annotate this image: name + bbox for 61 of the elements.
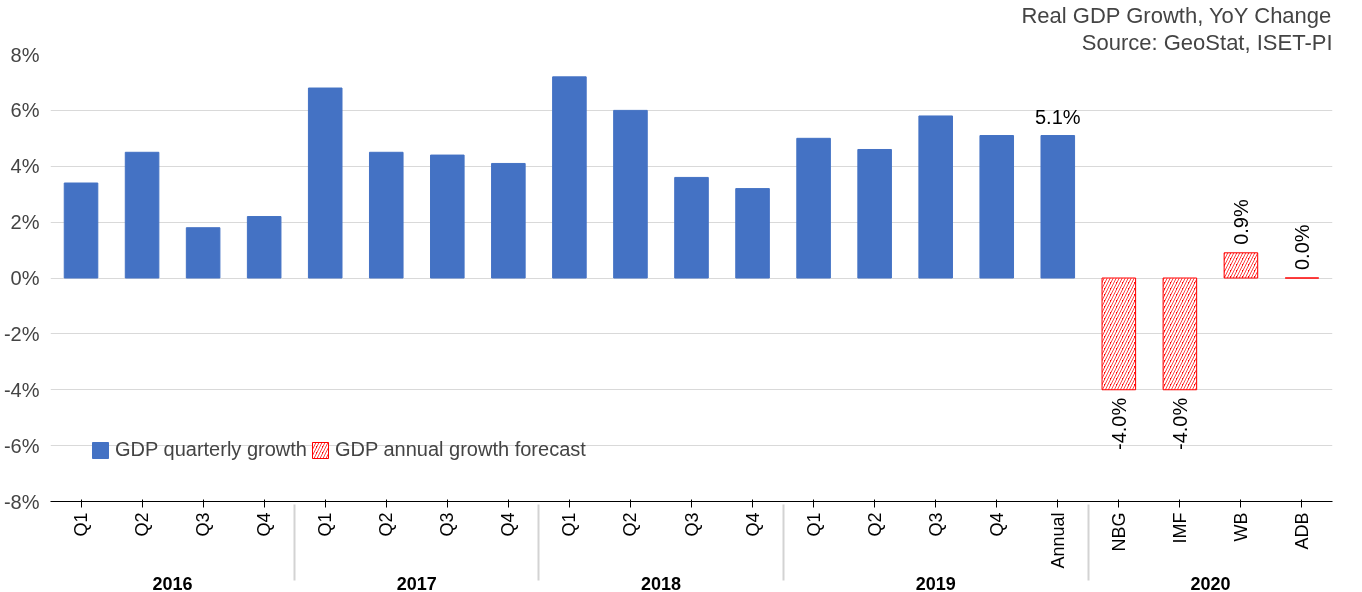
- category-label: Q2: [620, 512, 641, 537]
- category-label: Q2: [132, 512, 153, 537]
- bar: [307, 87, 343, 279]
- category-label: Q1: [803, 512, 824, 537]
- category-label: Q1: [559, 512, 580, 537]
- y-tick-label: 4%: [10, 155, 40, 178]
- y-tick-label: 8%: [10, 43, 40, 66]
- category-label: Q2: [376, 512, 397, 537]
- category-label: ADB: [1291, 512, 1312, 550]
- category-label: Q3: [925, 512, 946, 537]
- data-label: -4.0%: [1107, 397, 1130, 450]
- bar: [613, 109, 648, 279]
- bar: [796, 137, 831, 279]
- y-tick-label: -8%: [3, 490, 40, 513]
- category-label: Annual: [1047, 512, 1068, 569]
- category-label: Q3: [193, 512, 214, 537]
- source-note: Source: GeoStat, ISET-PI: [1081, 29, 1333, 55]
- bar: [185, 227, 221, 279]
- category-label: Q4: [254, 512, 275, 537]
- bar: [124, 151, 160, 279]
- bar: [979, 135, 1015, 279]
- category-label: 2020: [1190, 573, 1231, 592]
- category-label: WB: [1230, 512, 1251, 542]
- bar: [674, 176, 709, 279]
- bar: [368, 151, 404, 279]
- y-tick-label: 0%: [10, 267, 40, 289]
- y-tick-label: -6%: [3, 434, 40, 457]
- bar: [552, 76, 587, 279]
- bar: [430, 154, 465, 279]
- y-tick-label: -2%: [3, 322, 40, 345]
- y-tick-label: -4%: [3, 378, 40, 401]
- category-label: Q1: [315, 512, 336, 537]
- category-label: Q1: [71, 512, 92, 537]
- data-label: 0.9%: [1229, 199, 1252, 245]
- bar: [246, 216, 282, 279]
- category-label: Q4: [986, 512, 1007, 537]
- category-label: Q3: [437, 512, 458, 537]
- legend-label: GDP quarterly growth: [115, 438, 307, 461]
- bar: [1040, 135, 1076, 279]
- category-label: Q4: [498, 512, 519, 537]
- data-label: 5.1%: [1034, 105, 1081, 128]
- bar: [918, 115, 953, 279]
- category-label: Q2: [864, 512, 885, 537]
- bar: [857, 148, 892, 279]
- category-label: 2017: [396, 573, 437, 592]
- category-label: 2019: [915, 573, 956, 592]
- data-label: -4.0%: [1168, 397, 1191, 450]
- data-label: 0.0%: [1290, 224, 1313, 270]
- category-label: Q3: [681, 512, 702, 537]
- category-label: 2018: [640, 573, 681, 592]
- y-tick-label: 2%: [10, 211, 40, 234]
- category-label: 2016: [152, 573, 193, 592]
- chart-title: Real GDP Growth, YoY Change: [1021, 2, 1332, 28]
- category-label: NBG: [1108, 512, 1129, 552]
- bar: [63, 182, 99, 279]
- category-label: Q4: [742, 512, 763, 537]
- bar: [735, 188, 770, 279]
- legend-label: GDP annual growth forecast: [334, 438, 586, 461]
- category-label: IMF: [1169, 512, 1190, 544]
- y-tick-label: 6%: [10, 99, 40, 122]
- bar: [491, 162, 526, 279]
